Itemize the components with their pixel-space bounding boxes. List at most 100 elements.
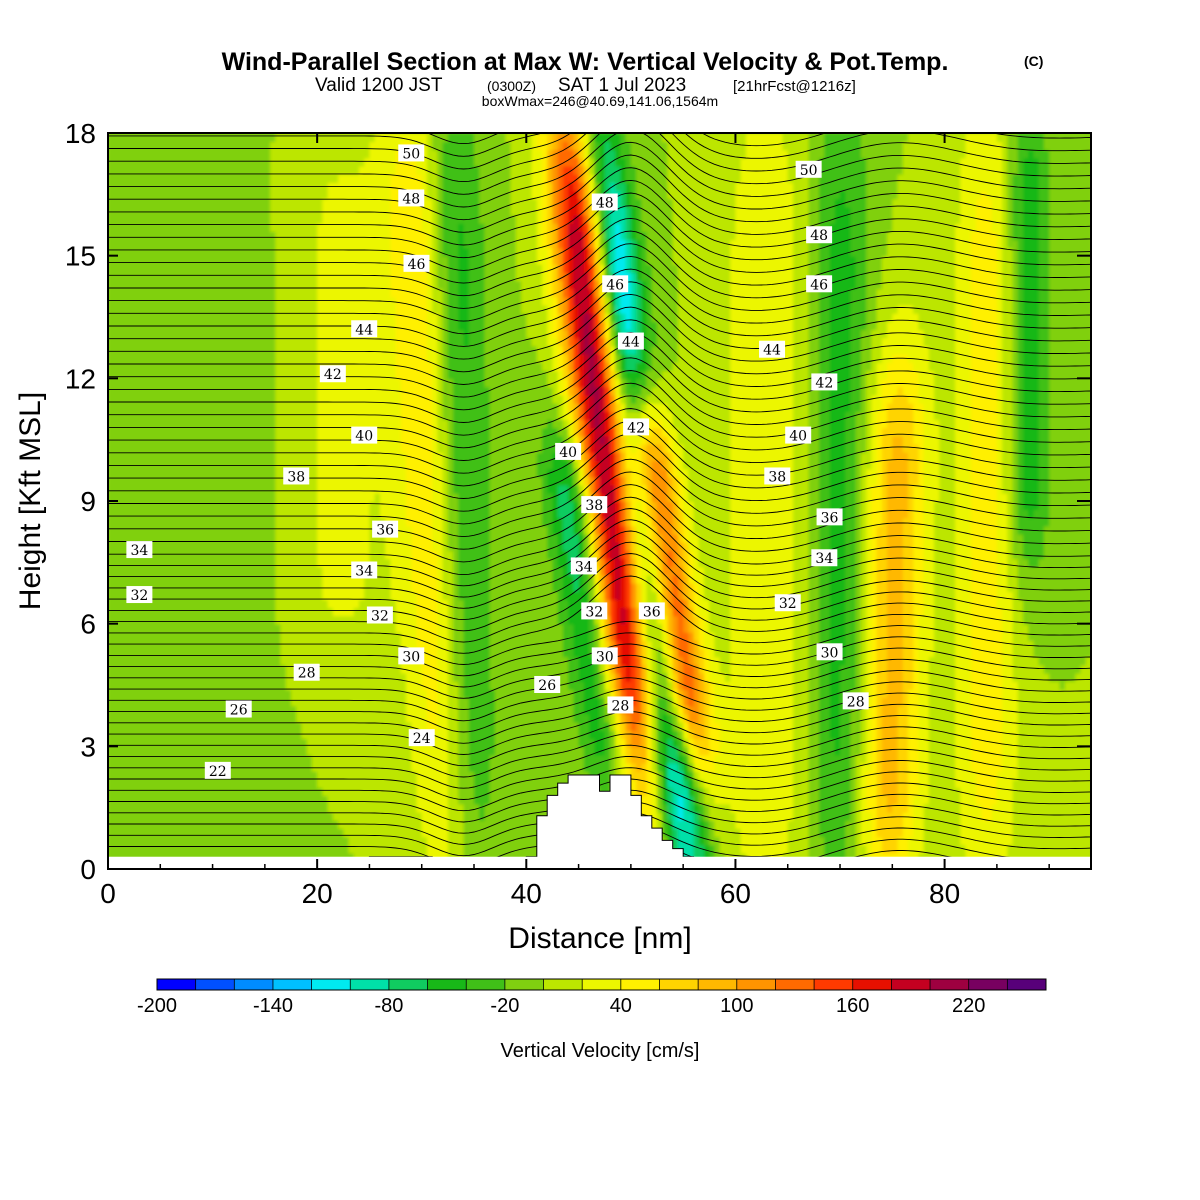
velocity-cell <box>264 713 271 723</box>
velocity-cell <box>191 836 198 846</box>
velocity-cell <box>453 656 460 666</box>
velocity-cell <box>207 738 214 748</box>
velocity-cell <box>134 779 141 788</box>
velocity-cell <box>698 803 705 813</box>
velocity-cell <box>772 770 778 780</box>
velocity-cell <box>589 762 595 772</box>
velocity-cell <box>270 770 277 780</box>
velocity-cell <box>327 836 334 846</box>
velocity-cell <box>709 721 716 731</box>
velocity-cell <box>871 787 878 797</box>
velocity-cell <box>348 762 355 772</box>
velocity-cell <box>385 656 392 666</box>
velocity-cell <box>1012 803 1019 813</box>
velocity-cell <box>709 795 716 805</box>
velocity-cell <box>186 762 193 772</box>
velocity-cell <box>860 705 867 715</box>
velocity-cell <box>270 721 277 731</box>
velocity-cell <box>928 819 935 829</box>
velocity-cell <box>766 819 773 829</box>
velocity-cell <box>447 713 454 723</box>
velocity-cell <box>594 738 601 748</box>
velocity-cell <box>144 762 151 772</box>
velocity-cell <box>928 762 935 772</box>
velocity-cell <box>646 787 653 797</box>
velocity-cell <box>249 656 256 666</box>
velocity-cell <box>1075 672 1082 682</box>
velocity-cell <box>798 836 805 846</box>
velocity-cell <box>1033 656 1040 666</box>
velocity-cell <box>589 754 595 764</box>
velocity-cell <box>432 836 439 846</box>
velocity-cell <box>536 754 543 764</box>
velocity-cell <box>651 672 658 682</box>
velocity-cell <box>562 746 569 756</box>
velocity-cell <box>1012 754 1019 764</box>
velocity-cell <box>364 803 371 813</box>
velocity-cell <box>808 811 815 821</box>
velocity-cell <box>474 819 480 829</box>
velocity-cell <box>489 664 496 674</box>
velocity-cell <box>944 713 951 723</box>
velocity-cell <box>583 656 590 666</box>
velocity-cell <box>186 811 193 821</box>
velocity-cell <box>1054 828 1061 838</box>
velocity-cell <box>338 689 345 699</box>
velocity-cell <box>395 819 402 829</box>
velocity-cell <box>526 770 533 780</box>
velocity-cell <box>500 844 507 854</box>
velocity-cell <box>1054 787 1061 797</box>
velocity-cell <box>677 738 684 748</box>
velocity-cell <box>798 738 805 748</box>
velocity-cell <box>1085 746 1091 756</box>
velocity-cell <box>751 672 758 682</box>
velocity-cell <box>908 787 914 797</box>
velocity-cell <box>531 656 538 666</box>
velocity-cell <box>1064 713 1071 723</box>
velocity-cell <box>955 803 962 813</box>
velocity-cell <box>332 738 339 748</box>
velocity-cell <box>855 770 862 780</box>
velocity-cell <box>421 811 428 821</box>
velocity-cell <box>777 672 784 682</box>
velocity-cell <box>489 689 496 699</box>
velocity-cell <box>928 664 935 674</box>
velocity-cell <box>128 738 135 748</box>
velocity-cell <box>296 795 303 805</box>
velocity-cell <box>688 770 695 780</box>
velocity-cell <box>589 713 595 723</box>
velocity-cell <box>155 803 162 813</box>
velocity-cell <box>594 730 601 739</box>
velocity-cell <box>1080 779 1087 788</box>
velocity-cell <box>113 656 120 666</box>
velocity-cell <box>327 795 334 805</box>
velocity-cell <box>1085 754 1091 764</box>
velocity-cell <box>238 787 245 797</box>
velocity-cell <box>505 664 512 674</box>
velocity-cell <box>834 803 841 813</box>
velocity-cell <box>719 713 726 723</box>
velocity-cell <box>866 803 873 813</box>
velocity-cell <box>766 803 773 813</box>
velocity-cell <box>902 844 909 854</box>
velocity-cell <box>238 795 245 805</box>
velocity-cell <box>610 762 616 772</box>
velocity-cell <box>427 664 433 674</box>
velocity-cell <box>359 648 365 658</box>
velocity-cell <box>610 713 616 723</box>
velocity-cell <box>379 828 386 838</box>
velocity-cell <box>379 713 386 723</box>
velocity-cell <box>327 787 334 797</box>
velocity-cell <box>756 779 763 788</box>
velocity-cell <box>118 738 125 748</box>
velocity-cell <box>672 680 679 690</box>
velocity-cell <box>829 795 836 805</box>
velocity-cell <box>1080 656 1087 666</box>
velocity-cell <box>845 713 852 723</box>
velocity-cell <box>1080 746 1087 756</box>
velocity-cell <box>463 754 470 764</box>
velocity-cell <box>327 664 334 674</box>
velocity-cell <box>390 746 397 756</box>
velocity-cell <box>1070 762 1077 772</box>
velocity-cell <box>855 819 862 829</box>
